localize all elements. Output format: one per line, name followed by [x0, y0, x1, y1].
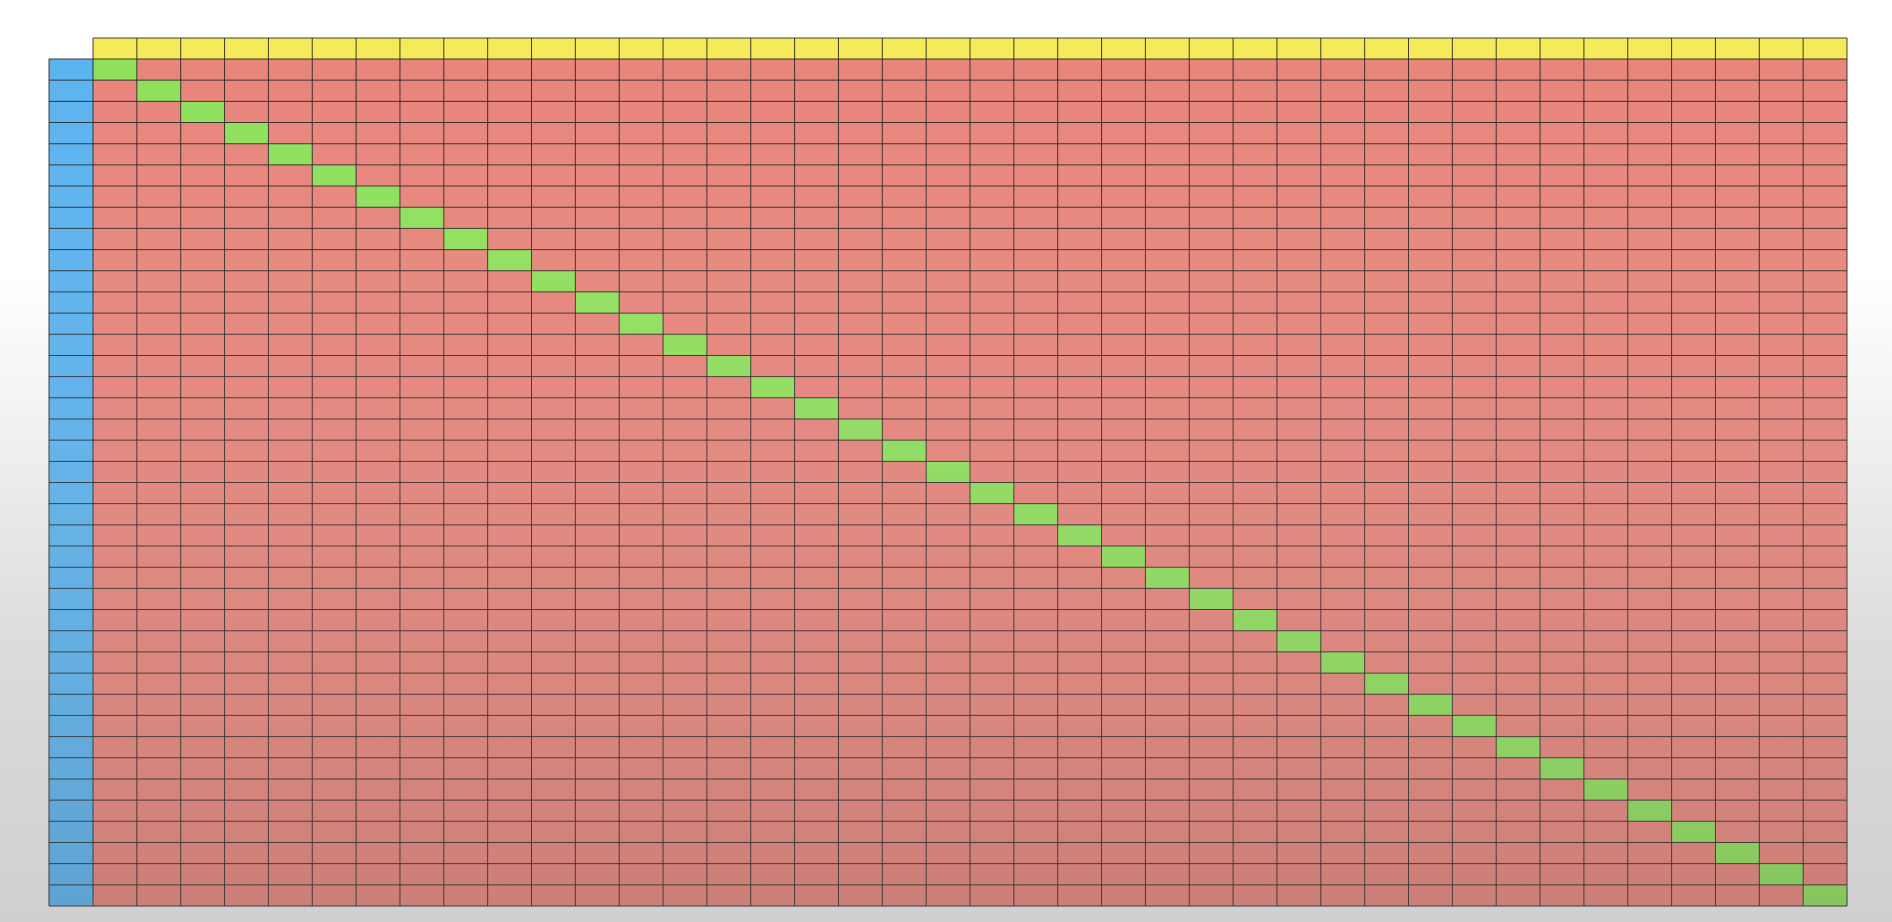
shade-overlay	[49, 38, 1847, 906]
